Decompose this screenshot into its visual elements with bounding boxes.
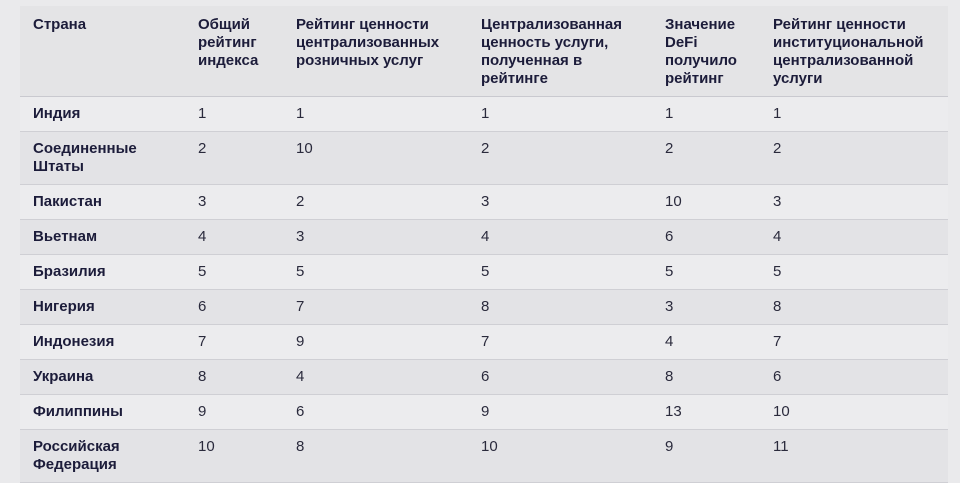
value-received-rank-cell: 3 [468, 184, 652, 220]
value-received-rank-cell: 7 [468, 324, 652, 360]
retail-rank-cell: 8 [283, 429, 468, 483]
institutional-rank-cell: 2 [760, 131, 948, 185]
defi-rank-cell: 3 [652, 289, 760, 325]
retail-rank-cell: 5 [283, 254, 468, 290]
country-cell: Индия [20, 96, 185, 132]
institutional-rank-cell: 5 [760, 254, 948, 290]
retail-rank-cell: 10 [283, 131, 468, 185]
table-row: Вьетнам 4 3 4 6 4 [20, 219, 948, 255]
table-row: Филиппины 9 6 9 13 10 [20, 394, 948, 430]
institutional-rank-cell: 4 [760, 219, 948, 255]
institutional-rank-cell: 3 [760, 184, 948, 220]
institutional-rank-cell: 10 [760, 394, 948, 430]
header-institutional-rank: Рейтинг ценности институциональной центр… [760, 6, 948, 97]
table-row: Индонезия 7 9 7 4 7 [20, 324, 948, 360]
overall-rank-cell: 5 [185, 254, 283, 290]
defi-rank-cell: 4 [652, 324, 760, 360]
value-received-rank-cell: 5 [468, 254, 652, 290]
retail-rank-cell: 4 [283, 359, 468, 395]
overall-rank-cell: 8 [185, 359, 283, 395]
table-body: Индия 1 1 1 1 1 Соединенные Штаты 2 10 2 2 2 Пакиста… [20, 96, 948, 483]
header-country: Страна [20, 6, 185, 97]
value-received-rank-cell: 6 [468, 359, 652, 395]
value-received-rank-cell: 2 [468, 131, 652, 185]
header-centralized-retail-rank: Рейтинг ценности централизованных рознич… [283, 6, 468, 97]
retail-rank-cell: 6 [283, 394, 468, 430]
retail-rank-cell: 2 [283, 184, 468, 220]
retail-rank-cell: 1 [283, 96, 468, 132]
value-received-rank-cell: 10 [468, 429, 652, 483]
retail-rank-cell: 3 [283, 219, 468, 255]
overall-rank-cell: 2 [185, 131, 283, 185]
country-cell: Вьетнам [20, 219, 185, 255]
value-received-rank-cell: 8 [468, 289, 652, 325]
table-row: Нигерия 6 7 8 3 8 [20, 289, 948, 325]
header-row: Страна Общий рейтинг индекса Рейтинг цен… [20, 6, 948, 97]
table-row: Украина 8 4 6 8 6 [20, 359, 948, 395]
defi-rank-cell: 9 [652, 429, 760, 483]
overall-rank-cell: 7 [185, 324, 283, 360]
country-cell: Филиппины [20, 394, 185, 430]
country-cell: Бразилия [20, 254, 185, 290]
overall-rank-cell: 1 [185, 96, 283, 132]
country-cell: Нигерия [20, 289, 185, 325]
retail-rank-cell: 9 [283, 324, 468, 360]
header-centralized-value-received-rank: Централизованная ценность услуги, получе… [468, 6, 652, 97]
country-cell: Индонезия [20, 324, 185, 360]
retail-rank-cell: 7 [283, 289, 468, 325]
country-cell: Соединенные Штаты [20, 131, 185, 185]
overall-rank-cell: 3 [185, 184, 283, 220]
overall-rank-cell: 4 [185, 219, 283, 255]
table-row: Российская Федерация 10 8 10 9 11 [20, 429, 948, 483]
overall-rank-cell: 9 [185, 394, 283, 430]
overall-rank-cell: 10 [185, 429, 283, 483]
institutional-rank-cell: 11 [760, 429, 948, 483]
value-received-rank-cell: 9 [468, 394, 652, 430]
defi-rank-cell: 6 [652, 219, 760, 255]
institutional-rank-cell: 7 [760, 324, 948, 360]
overall-rank-cell: 6 [185, 289, 283, 325]
institutional-rank-cell: 8 [760, 289, 948, 325]
country-cell: Украина [20, 359, 185, 395]
table-row: Соединенные Штаты 2 10 2 2 2 [20, 131, 948, 185]
defi-rank-cell: 1 [652, 96, 760, 132]
defi-rank-cell: 5 [652, 254, 760, 290]
defi-rank-cell: 2 [652, 131, 760, 185]
table-row: Бразилия 5 5 5 5 5 [20, 254, 948, 290]
table-row: Индия 1 1 1 1 1 [20, 96, 948, 132]
table-row: Пакистан 3 2 3 10 3 [20, 184, 948, 220]
defi-rank-cell: 13 [652, 394, 760, 430]
institutional-rank-cell: 1 [760, 96, 948, 132]
value-received-rank-cell: 4 [468, 219, 652, 255]
institutional-rank-cell: 6 [760, 359, 948, 395]
country-cell: Пакистан [20, 184, 185, 220]
header-defi-rank: Значение DeFi получило рейтинг [652, 6, 760, 97]
value-received-rank-cell: 1 [468, 96, 652, 132]
ranking-table: Страна Общий рейтинг индекса Рейтинг цен… [20, 6, 948, 483]
header-overall-rank: Общий рейтинг индекса [185, 6, 283, 97]
defi-rank-cell: 10 [652, 184, 760, 220]
country-cell: Российская Федерация [20, 429, 185, 483]
table-header: Страна Общий рейтинг индекса Рейтинг цен… [20, 6, 948, 97]
defi-rank-cell: 8 [652, 359, 760, 395]
